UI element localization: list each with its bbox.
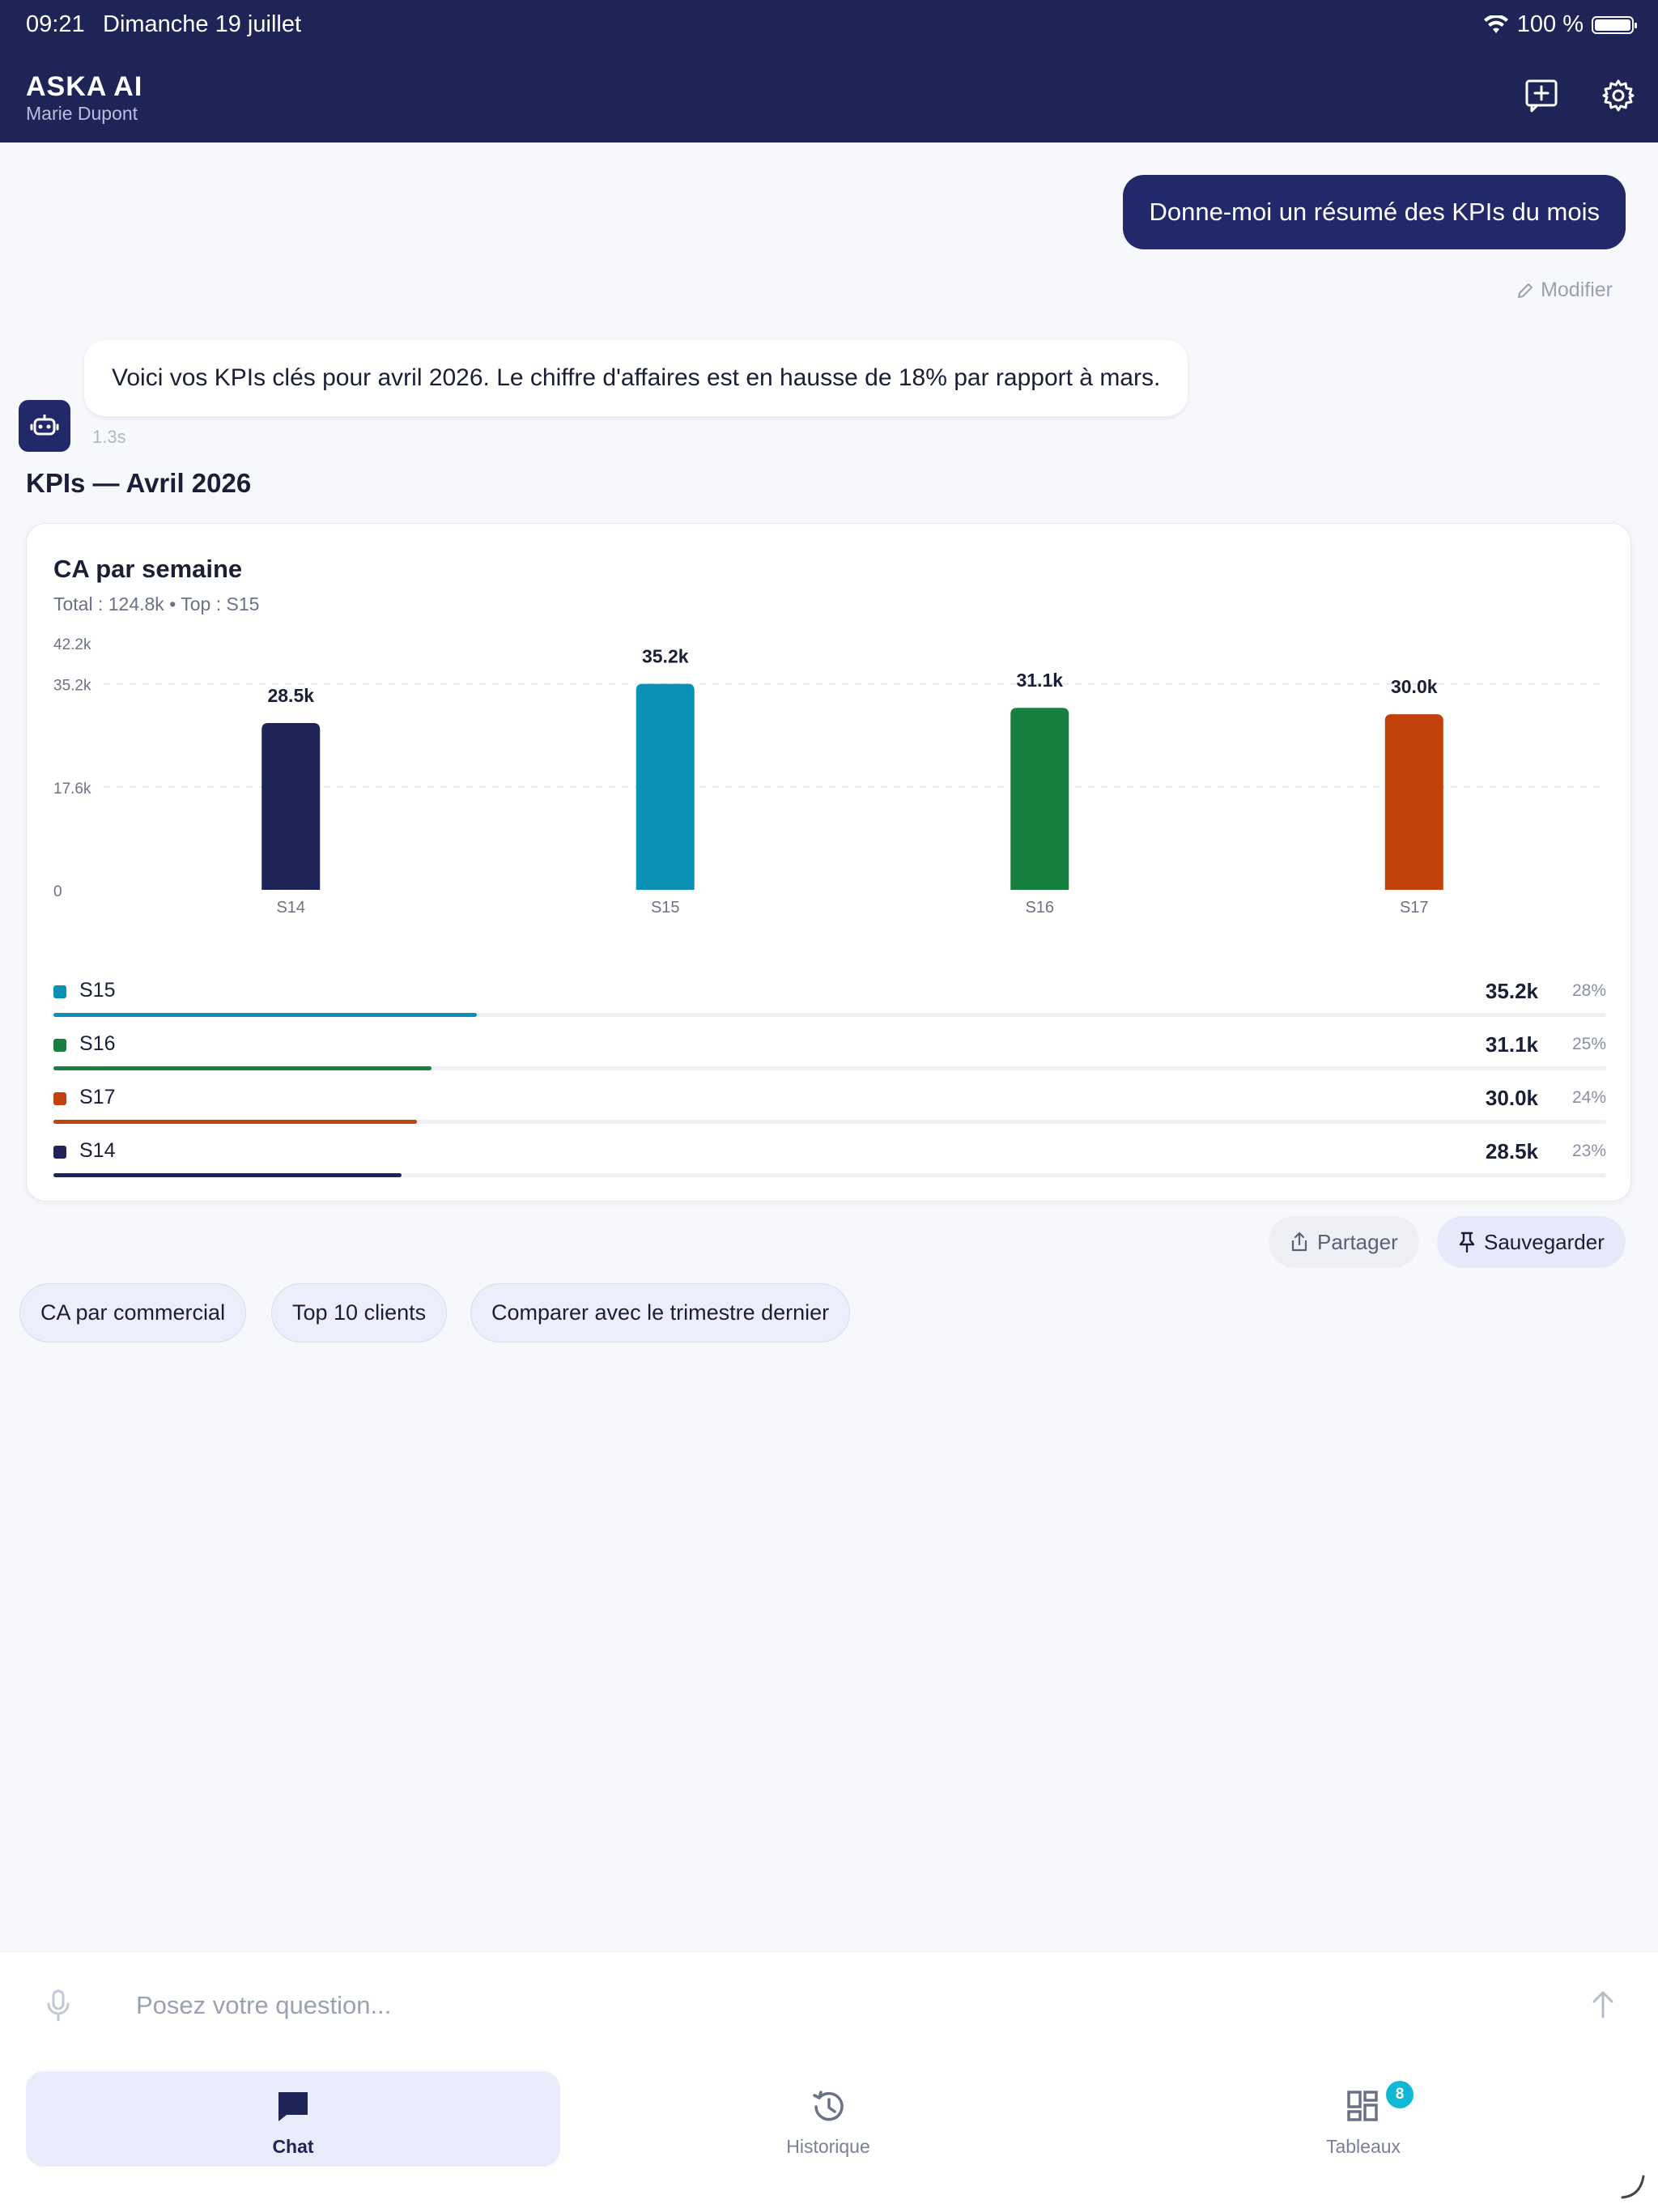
legend-swatch	[53, 985, 66, 998]
y-tick-label: 42.2k	[53, 636, 91, 653]
legend-value: 30.0k	[1485, 1086, 1538, 1110]
share-bar-track	[53, 1013, 1606, 1017]
wifi-icon	[1483, 15, 1508, 33]
share-bar-fill	[53, 1066, 432, 1070]
nav-label: Historique	[786, 2136, 870, 2157]
legend-percentage: 28%	[1571, 981, 1606, 1000]
gear-icon[interactable]	[1601, 78, 1636, 113]
legend-name: S16	[79, 1032, 116, 1055]
share-bar-track	[53, 1066, 1606, 1070]
share-bar-track	[53, 1120, 1606, 1124]
legend-row: S17 30.0k 24%	[53, 1084, 1606, 1133]
share-bar-fill	[53, 1120, 417, 1124]
suggestion-label: CA par commercial	[40, 1300, 226, 1325]
share-label: Partager	[1317, 1229, 1398, 1254]
bottom-navigation: Chat Historique 8 Tableaux	[0, 2057, 1658, 2212]
history-icon	[813, 2091, 844, 2121]
legend-name: S14	[79, 1139, 116, 1162]
nav-item-chat[interactable]: Chat	[26, 2071, 560, 2167]
pencil-icon	[1518, 283, 1533, 298]
robot-icon	[30, 415, 59, 436]
question-input[interactable]	[113, 1972, 1530, 2040]
suggestion-chip[interactable]: Top 10 clients	[271, 1283, 448, 1342]
x-tick-label: S16	[1025, 899, 1054, 917]
nav-label: Tableaux	[1325, 2136, 1401, 2157]
bar[interactable]	[636, 683, 695, 890]
y-tick-label: 0	[53, 883, 62, 900]
y-tick-label: 17.6k	[53, 781, 91, 798]
suggestion-label: Top 10 clients	[292, 1300, 427, 1325]
microphone-icon[interactable]	[44, 1988, 73, 2023]
legend-swatch	[53, 1146, 66, 1159]
dashboard-icon	[1347, 2091, 1378, 2121]
assistant-message-text: Voici vos KPIs clés pour avril 2026. Le …	[112, 364, 1161, 391]
x-tick-label: S15	[651, 899, 680, 917]
chat-icon	[278, 2092, 308, 2121]
bar[interactable]	[261, 723, 321, 890]
chart-title: CA par semaine	[53, 555, 243, 583]
new-chat-icon[interactable]	[1524, 78, 1559, 113]
edit-message-button[interactable]: Modifier	[1516, 279, 1613, 302]
status-indicators: 100 %	[1483, 11, 1637, 38]
section-title: KPIs — Avril 2026	[26, 468, 252, 498]
response-time: 1.3s	[92, 427, 126, 447]
battery-icon	[1592, 15, 1637, 34]
bar-value-label: 28.5k	[267, 685, 314, 706]
app-header: 09:21 Dimanche 19 juillet 100 % ASKA AI …	[0, 0, 1658, 143]
share-button[interactable]: Partager	[1269, 1216, 1419, 1268]
send-arrow-icon[interactable]	[1588, 1988, 1618, 2020]
nav-item-dashboards[interactable]: 8 Tableaux	[1096, 2071, 1630, 2167]
bar-value-label: 30.0k	[1391, 676, 1438, 697]
save-button[interactable]: Sauvegarder	[1437, 1216, 1626, 1268]
y-tick-label: 35.2k	[53, 678, 91, 695]
bar-value-label: 35.2k	[642, 646, 689, 667]
legend-row: S15 35.2k 28%	[53, 977, 1606, 1026]
share-icon	[1291, 1231, 1307, 1252]
legend-percentage: 24%	[1571, 1088, 1606, 1107]
user-name: Marie Dupont	[26, 103, 138, 124]
legend-row: S16 31.1k 25%	[53, 1031, 1606, 1079]
x-tick-label: S17	[1400, 899, 1429, 917]
app-title: ASKA AI	[26, 71, 143, 102]
legend-percentage: 25%	[1571, 1035, 1606, 1053]
notification-badge: 8	[1386, 2081, 1414, 2108]
legend-value: 31.1k	[1485, 1032, 1538, 1057]
pin-icon	[1459, 1231, 1475, 1253]
bar[interactable]	[1010, 708, 1069, 890]
edit-label: Modifier	[1541, 279, 1613, 301]
assistant-message-bubble: Voici vos KPIs clés pour avril 2026. Le …	[84, 340, 1188, 416]
battery-percentage: 100 %	[1516, 11, 1584, 37]
legend-name: S17	[79, 1086, 116, 1108]
x-tick-label: S14	[276, 899, 305, 917]
resize-handle-icon	[1621, 2175, 1645, 2199]
legend-value: 28.5k	[1485, 1139, 1538, 1163]
suggestion-label: Comparer avec le trimestre dernier	[491, 1300, 830, 1325]
status-date: Dimanche 19 juillet	[103, 11, 302, 37]
status-time: 09:21	[26, 11, 85, 37]
legend-swatch	[53, 1039, 66, 1052]
share-bar-fill	[53, 1013, 478, 1017]
bar-value-label: 31.1k	[1016, 670, 1063, 691]
chart-card: CA par semaine Total : 124.8k • Top : S1…	[26, 523, 1631, 1202]
user-message-bubble[interactable]: Donne-moi un résumé des KPIs du mois	[1123, 175, 1626, 249]
suggestion-chip[interactable]: Comparer avec le trimestre dernier	[470, 1283, 851, 1342]
nav-item-history[interactable]: Historique	[561, 2071, 1095, 2167]
chart-subtitle: Total : 124.8k • Top : S15	[53, 593, 260, 615]
legend-swatch	[53, 1092, 66, 1105]
legend-value: 35.2k	[1485, 979, 1538, 1003]
share-bar-track	[53, 1173, 1606, 1177]
share-bar-fill	[53, 1173, 402, 1177]
user-message-text: Donne-moi un résumé des KPIs du mois	[1149, 198, 1600, 226]
legend-row: S14 28.5k 23%	[53, 1138, 1606, 1186]
legend-name: S15	[79, 979, 116, 1002]
nav-label: Chat	[272, 2136, 314, 2157]
bar-chart: 0 17.6k 35.2k 42.2k 28.5k S14 35.2k S15 31.1k S16…	[53, 636, 1601, 917]
bot-avatar	[19, 400, 70, 452]
save-label: Sauvegarder	[1484, 1229, 1605, 1254]
bar[interactable]	[1384, 714, 1443, 890]
legend-percentage: 23%	[1571, 1142, 1606, 1160]
suggestion-chip[interactable]: CA par commercial	[19, 1283, 247, 1342]
message-composer	[0, 1951, 1658, 2057]
